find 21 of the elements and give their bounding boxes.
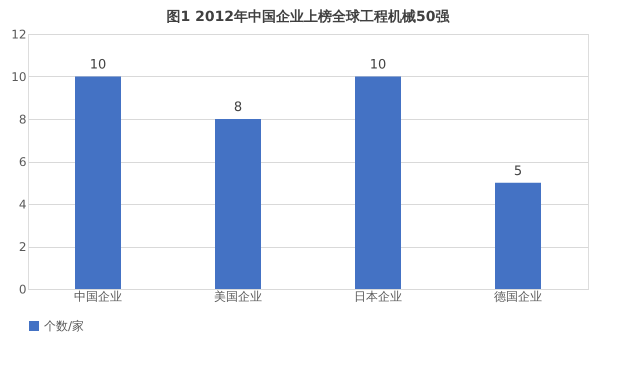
data-label: 8 bbox=[234, 100, 242, 115]
x-tick-label: 德国企业 bbox=[494, 290, 542, 304]
y-tick-label: 0 bbox=[18, 282, 26, 296]
data-label: 10 bbox=[370, 58, 386, 72]
bar bbox=[215, 119, 261, 289]
y-tick-label: 10 bbox=[11, 70, 26, 84]
x-tick-label: 中国企业 bbox=[74, 290, 122, 304]
chart-title: 图1 2012年中国企业上榜全球工程机械50强 bbox=[166, 8, 451, 25]
bar bbox=[495, 182, 541, 289]
y-tick-label: 8 bbox=[18, 112, 26, 126]
bar bbox=[355, 76, 401, 289]
y-tick-label: 12 bbox=[11, 28, 26, 42]
bar bbox=[75, 76, 121, 289]
x-tick-label: 美国企业 bbox=[214, 290, 262, 304]
data-label: 10 bbox=[90, 58, 106, 72]
data-label: 5 bbox=[514, 164, 522, 179]
y-tick-label: 2 bbox=[18, 240, 26, 254]
y-tick-label: 4 bbox=[18, 198, 26, 212]
legend-label: 个数/家 bbox=[44, 319, 84, 333]
y-tick-label: 6 bbox=[18, 155, 26, 169]
x-tick-label: 日本企业 bbox=[354, 290, 402, 304]
